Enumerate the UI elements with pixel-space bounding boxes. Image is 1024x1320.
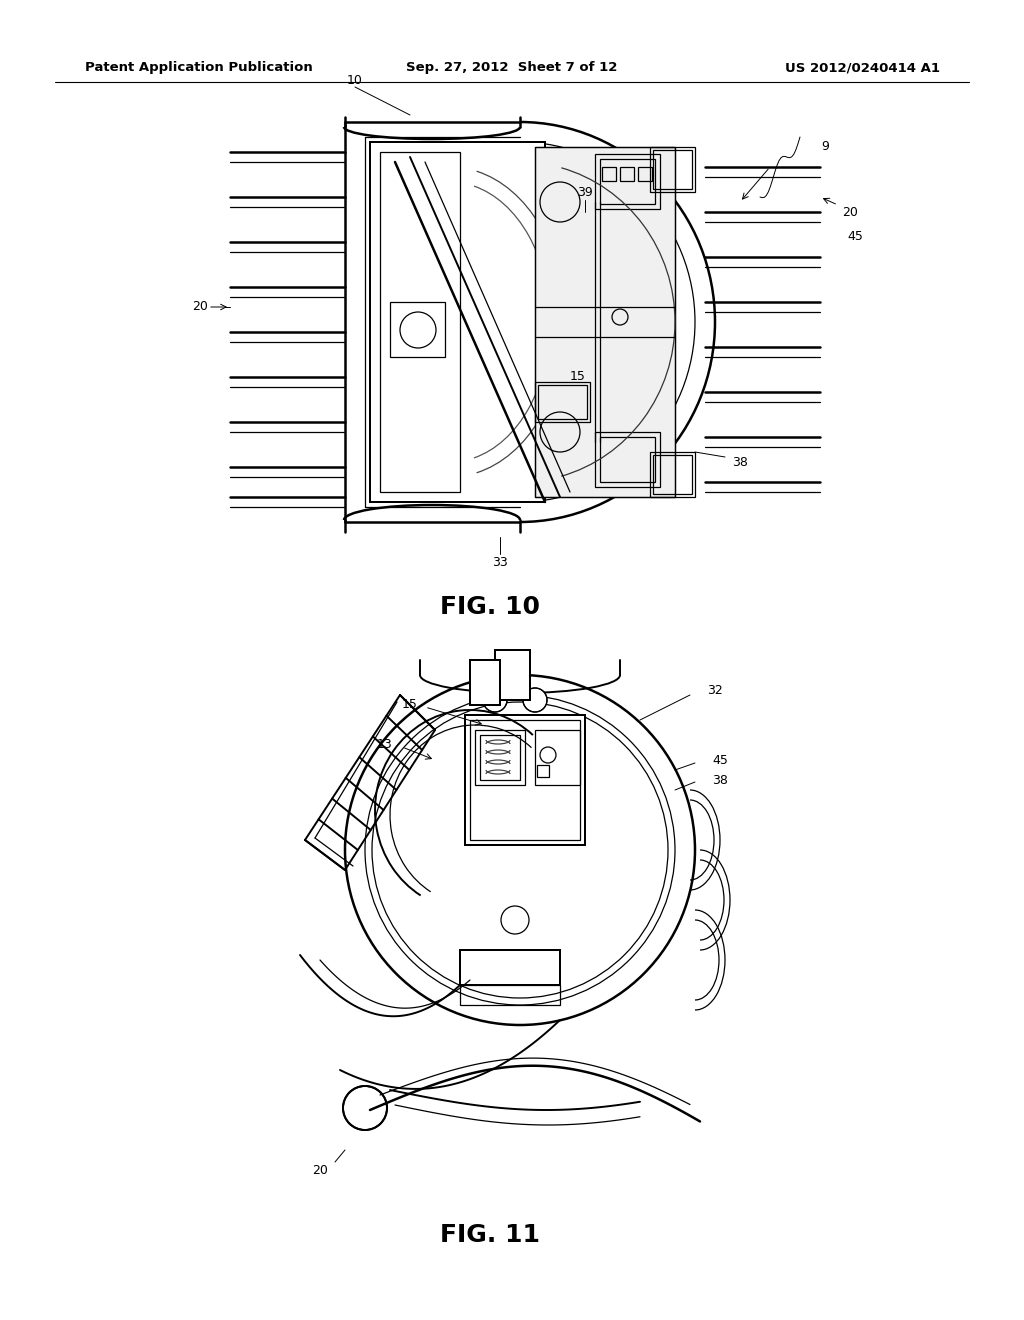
Bar [650, 147, 695, 191]
Text: 33: 33 [493, 556, 508, 569]
Bar [602, 168, 616, 181]
Bar [460, 950, 560, 985]
Text: 20: 20 [312, 1163, 328, 1176]
Bar [470, 660, 500, 705]
Bar [390, 302, 445, 356]
Text: 15: 15 [402, 698, 418, 711]
Bar [537, 766, 549, 777]
Bar [370, 143, 545, 502]
Bar [653, 150, 692, 189]
Text: 13: 13 [377, 738, 393, 751]
Text: 15: 15 [570, 371, 586, 384]
Bar [535, 147, 675, 498]
Text: 9: 9 [821, 140, 829, 153]
Bar [638, 168, 652, 181]
Text: 38: 38 [712, 774, 728, 787]
Bar [460, 950, 560, 985]
Bar [470, 719, 580, 840]
Circle shape [343, 1086, 387, 1130]
Circle shape [483, 688, 507, 711]
Bar [475, 730, 525, 785]
Bar [535, 147, 675, 498]
Bar [535, 381, 590, 422]
Text: 10: 10 [347, 74, 362, 87]
Text: 45: 45 [712, 754, 728, 767]
Bar [620, 168, 634, 181]
Bar [495, 649, 530, 700]
Bar [480, 735, 520, 780]
Text: 39: 39 [578, 186, 593, 198]
Bar [600, 158, 655, 205]
Bar [465, 715, 585, 845]
Text: Sep. 27, 2012  Sheet 7 of 12: Sep. 27, 2012 Sheet 7 of 12 [407, 62, 617, 74]
Bar [538, 385, 587, 418]
Bar [370, 143, 545, 502]
Bar [495, 649, 530, 700]
Text: 20: 20 [842, 206, 858, 219]
Text: FIG. 10: FIG. 10 [440, 595, 540, 619]
Text: 38: 38 [732, 455, 748, 469]
Bar [595, 432, 660, 487]
Text: Patent Application Publication: Patent Application Publication [85, 62, 312, 74]
Text: 32: 32 [708, 684, 723, 697]
Bar [535, 730, 580, 785]
Text: FIG. 11: FIG. 11 [440, 1224, 540, 1247]
Bar [595, 154, 660, 209]
Bar [465, 715, 585, 845]
Bar [650, 451, 695, 498]
Bar [470, 660, 500, 705]
Bar [600, 437, 655, 482]
Bar [460, 985, 560, 1005]
Text: 45: 45 [847, 231, 863, 243]
Text: 20: 20 [193, 301, 208, 314]
Bar [380, 152, 460, 492]
Text: US 2012/0240414 A1: US 2012/0240414 A1 [785, 62, 940, 74]
Circle shape [523, 688, 547, 711]
Bar [653, 455, 692, 494]
